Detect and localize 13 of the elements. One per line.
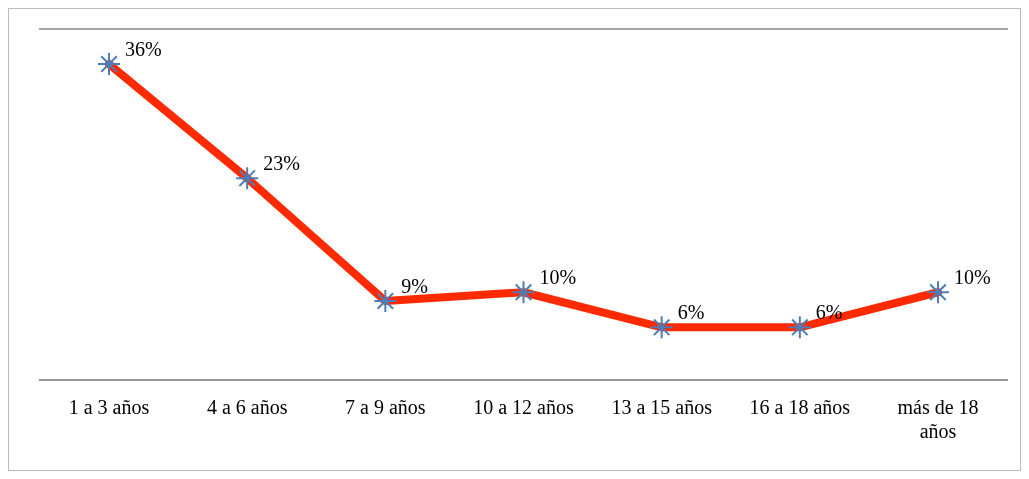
x-tick-label: 13 a 15 años [611, 396, 713, 418]
x-tick-label: 4 a 6 años [206, 396, 288, 418]
x-tick-label: 7 a 9 años [345, 396, 426, 418]
x-tick-label: 1 a 3 años [68, 396, 150, 418]
data-label: 9% [401, 275, 429, 298]
x-tick-label: 10 a 12 años [473, 396, 574, 418]
data-label: 10% [954, 266, 991, 289]
data-label: 23% [263, 152, 300, 175]
data-label: 36% [125, 38, 162, 61]
x-tick-label: 16 a 18 años [749, 396, 851, 418]
x-tick-label: más de 18 años [897, 396, 979, 442]
data-label: 6% [677, 301, 705, 324]
data-label: 10% [539, 266, 577, 289]
